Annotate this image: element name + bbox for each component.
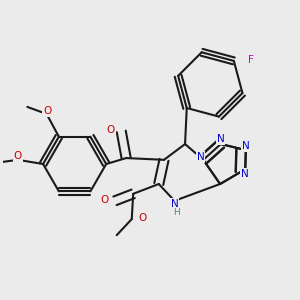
Text: H: H (173, 208, 180, 217)
Text: O: O (138, 213, 146, 223)
Text: F: F (248, 55, 254, 65)
Text: O: O (100, 195, 109, 205)
Text: N: N (217, 134, 225, 145)
Text: N: N (242, 141, 250, 151)
Text: O: O (14, 151, 22, 161)
Text: N: N (241, 169, 249, 179)
Text: N: N (171, 199, 178, 208)
Text: O: O (106, 125, 115, 135)
Text: N: N (196, 152, 204, 162)
Text: O: O (43, 106, 51, 116)
